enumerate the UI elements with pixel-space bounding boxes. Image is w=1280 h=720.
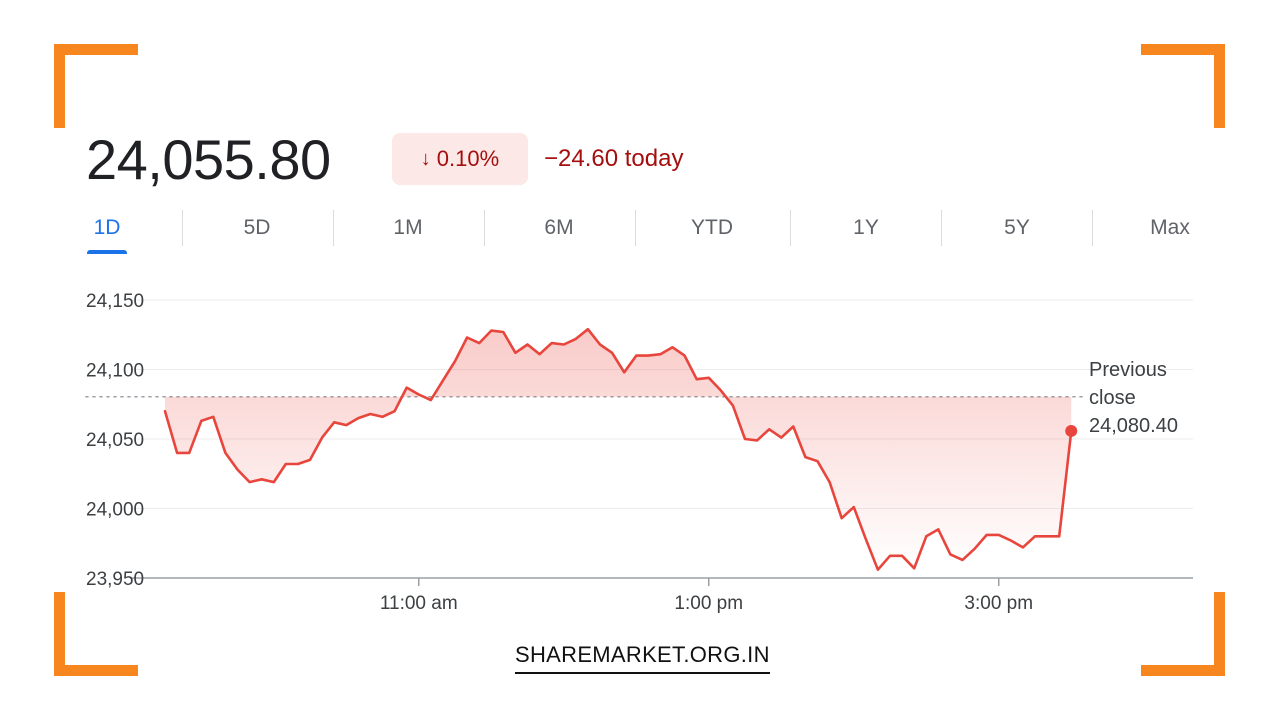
x-tick-label: 11:00 am <box>380 593 458 614</box>
tab-1m[interactable]: 1M <box>393 216 423 239</box>
tab-1d[interactable]: 1D <box>93 216 121 239</box>
tab-divider <box>941 210 942 246</box>
price-area-fill <box>165 329 1072 570</box>
x-tick-label: 3:00 pm <box>964 593 1033 614</box>
tab-divider <box>1092 210 1093 246</box>
change-percent-value: 0.10% <box>436 146 500 171</box>
tab-6m[interactable]: 6M <box>544 216 574 239</box>
last-price-dot <box>1065 424 1078 437</box>
x-tick-label: 1:00 pm <box>674 593 743 614</box>
tab-ytd[interactable]: YTD <box>691 216 733 239</box>
tab-1y[interactable]: 1Y <box>853 216 879 239</box>
previous-close-label: Previous <box>1089 359 1167 381</box>
corner-bracket-bottom-left <box>54 592 138 676</box>
site-link[interactable]: SHAREMARKET.ORG.IN <box>515 642 770 674</box>
previous-close-label: 24,080.40 <box>1089 415 1178 437</box>
active-tab-indicator <box>87 250 127 254</box>
tab-divider <box>790 210 791 246</box>
y-tick-label: 24,100 <box>86 361 144 382</box>
y-tick-label: 24,000 <box>86 500 144 521</box>
tab-divider <box>484 210 485 246</box>
change-percent-badge: ↓ 0.10% <box>392 133 528 185</box>
down-arrow-icon: ↓ <box>420 147 431 170</box>
range-tabs: 1D 5D 1M 6M YTD 1Y 5Y Max <box>0 210 1280 258</box>
y-tick-label: 24,150 <box>86 291 144 312</box>
y-tick-label: 24,050 <box>86 430 144 451</box>
corner-bracket-bottom-right <box>1141 592 1225 676</box>
corner-bracket-top-left <box>54 44 138 128</box>
corner-bracket-top-right <box>1141 44 1225 128</box>
previous-close-label: close <box>1089 387 1136 409</box>
change-today: −24.60 today <box>544 145 684 172</box>
price-line <box>163 327 1073 571</box>
tab-divider <box>635 210 636 246</box>
current-price: 24,055.80 <box>86 128 331 191</box>
tab-divider <box>333 210 334 246</box>
tab-max[interactable]: Max <box>1150 216 1190 239</box>
tab-divider <box>182 210 183 246</box>
tab-5d[interactable]: 5D <box>243 216 271 239</box>
y-tick-label: 23,950 <box>86 569 144 590</box>
tab-5y[interactable]: 5Y <box>1004 216 1030 239</box>
